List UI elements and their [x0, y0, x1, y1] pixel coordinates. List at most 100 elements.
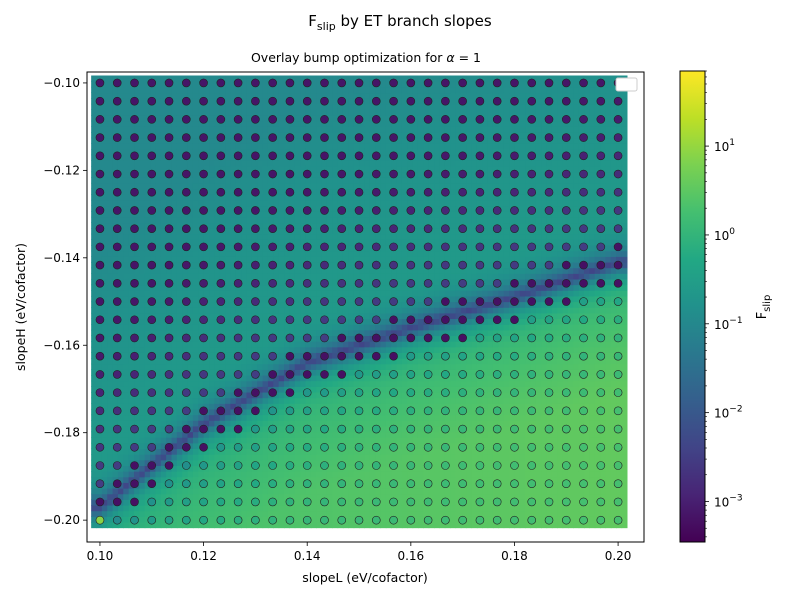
heatmap-cell	[128, 341, 135, 348]
heatmap-cell	[337, 380, 344, 387]
heatmap-cell	[385, 431, 392, 438]
heatmap-cell	[187, 267, 194, 274]
heatmap-cell	[144, 177, 151, 184]
heatmap-cell	[182, 431, 189, 438]
heatmap-cell	[273, 182, 280, 190]
heatmap-cell	[96, 471, 103, 478]
heatmap-cell	[332, 341, 339, 348]
heatmap-cell	[369, 459, 376, 467]
heatmap-cell	[332, 211, 339, 218]
heatmap-cell	[171, 329, 178, 337]
heatmap-cell	[407, 521, 414, 529]
heatmap-cell	[305, 414, 312, 421]
heatmap-cell	[342, 488, 349, 495]
heatmap-cell	[241, 177, 248, 184]
heatmap-cell	[160, 324, 167, 331]
heatmap-cell	[134, 148, 140, 156]
heatmap-cell	[407, 126, 414, 133]
heatmap-cell	[300, 380, 307, 387]
heatmap-cell	[310, 205, 317, 212]
heatmap-cell	[375, 471, 382, 478]
heatmap-cell	[230, 437, 237, 444]
heatmap-cell	[117, 86, 124, 94]
heatmap-cell	[401, 318, 408, 325]
heatmap-cell	[294, 448, 301, 455]
heatmap-cell	[182, 341, 189, 348]
heatmap-cell	[192, 386, 199, 393]
heatmap-cell	[369, 329, 376, 337]
heatmap-cell	[278, 403, 285, 410]
heatmap-cell	[123, 132, 130, 139]
heatmap-cell	[257, 245, 264, 252]
heatmap-cell	[91, 369, 98, 376]
heatmap-cell	[385, 165, 392, 173]
heatmap-cell	[144, 493, 151, 500]
heatmap-cell	[192, 442, 199, 450]
heatmap-cell	[107, 211, 114, 218]
heatmap-cell	[182, 437, 189, 444]
heatmap-cell	[187, 476, 194, 483]
heatmap-cell	[412, 324, 419, 331]
heatmap-cell	[300, 403, 307, 410]
heatmap-cell	[337, 414, 344, 421]
heatmap-cell	[192, 182, 199, 190]
heatmap-cell	[160, 414, 167, 421]
heatmap-cell	[423, 363, 430, 370]
heatmap-cell	[155, 414, 162, 421]
heatmap-cell	[348, 199, 355, 207]
heatmap-cell	[230, 358, 237, 365]
heatmap-cell	[310, 346, 317, 353]
heatmap-cell	[235, 177, 242, 184]
heatmap-cell	[278, 278, 285, 286]
heatmap-cell	[246, 245, 253, 252]
heatmap-cell	[412, 516, 419, 523]
heatmap-cell	[294, 216, 301, 224]
heatmap-cell	[182, 420, 189, 427]
heatmap-cell	[412, 177, 419, 184]
heatmap-cell	[209, 397, 215, 404]
heatmap-cell	[246, 103, 253, 110]
heatmap-cell	[369, 109, 376, 116]
heatmap-cell	[364, 126, 371, 133]
heatmap-cell	[267, 420, 274, 427]
heatmap-cell	[209, 211, 215, 218]
heatmap-cell	[203, 92, 210, 99]
heatmap-cell	[423, 454, 430, 461]
heatmap-cell	[101, 420, 108, 427]
heatmap-cell	[316, 86, 323, 94]
heatmap-cell	[219, 521, 226, 529]
heatmap-cell	[230, 239, 237, 246]
heatmap-cell	[171, 295, 178, 303]
heatmap-cell	[192, 358, 199, 365]
heatmap-cell	[369, 126, 376, 133]
heatmap-cell	[385, 465, 392, 472]
heatmap-cell	[128, 143, 135, 150]
heatmap-cell	[294, 312, 301, 320]
heatmap-cell	[380, 431, 387, 438]
heatmap-cell	[251, 103, 258, 110]
heatmap-cell	[353, 199, 360, 207]
heatmap-cell	[219, 290, 226, 297]
heatmap-cell	[310, 442, 317, 450]
heatmap-cell	[417, 188, 424, 195]
heatmap-cell	[225, 425, 232, 433]
heatmap-cell	[262, 137, 269, 144]
heatmap-cell	[187, 205, 194, 212]
heatmap-cell	[380, 290, 387, 297]
heatmap-cell	[230, 476, 237, 483]
heatmap-cell	[294, 267, 301, 274]
heatmap-cell	[171, 103, 178, 110]
heatmap-cell	[187, 312, 194, 320]
heatmap-cell	[396, 301, 403, 308]
heatmap-cell	[375, 284, 382, 291]
heatmap-cell	[380, 228, 387, 235]
heatmap-cell	[321, 182, 328, 190]
heatmap-cell	[251, 92, 258, 99]
heatmap-cell	[417, 437, 424, 444]
heatmap-cell	[246, 471, 253, 478]
heatmap-cell	[139, 425, 146, 433]
heatmap-cell	[192, 81, 199, 88]
heatmap-cell	[107, 160, 114, 167]
heatmap-cell	[380, 375, 387, 382]
heatmap-cell	[128, 284, 135, 291]
